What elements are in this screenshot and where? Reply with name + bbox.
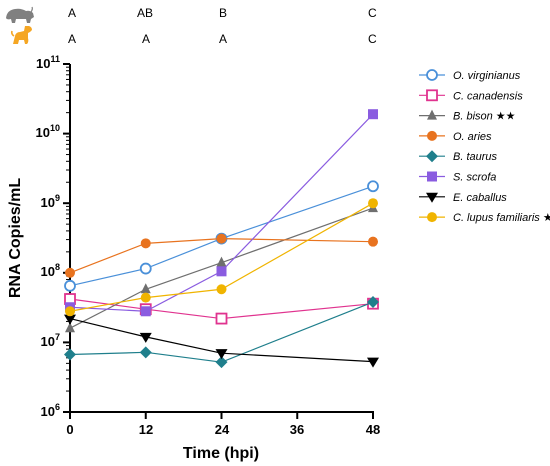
data-point — [367, 357, 379, 368]
dog-icon — [10, 26, 32, 44]
data-point — [215, 349, 228, 360]
significance-row-bison: A AB B C — [6, 6, 377, 23]
data-point — [139, 262, 152, 275]
data-point — [216, 266, 227, 277]
legend: O. virginianus C. canadensis B. bison ★★ O.… — [419, 69, 550, 224]
sig-dog-12h: A — [142, 32, 150, 46]
legend-label: C. canadensis — [453, 90, 523, 102]
y-tick-label-1e7: 107 — [41, 332, 60, 349]
data-point — [64, 348, 76, 361]
sig-dog-24h: A — [219, 32, 227, 46]
legend-label: B. taurus — [453, 151, 498, 163]
x-tick-label-12: 12 — [139, 422, 153, 437]
y-tick-label-1e10: 1010 — [36, 123, 60, 140]
series-line — [69, 202, 374, 312]
x-tick-label-24: 24 — [215, 422, 230, 437]
legend-swatch-marker — [427, 130, 437, 141]
legend-entry: E. caballus — [419, 192, 507, 204]
data-point — [64, 279, 76, 292]
series-line — [69, 113, 374, 312]
series-c-lupus-familiaris — [65, 198, 378, 317]
y-tick-labels: 106 107 108 109 1010 1011 — [36, 54, 60, 419]
legend-label: B. bison ★★ — [453, 111, 516, 123]
data-point — [65, 267, 75, 278]
legend-label: O. virginianus — [453, 70, 521, 82]
bison-icon — [6, 6, 34, 23]
data-point — [367, 296, 379, 309]
x-tick-labels: 0 12 24 36 48 — [66, 422, 380, 437]
data-point — [65, 306, 75, 317]
series-o-aries — [65, 233, 378, 278]
data-point — [64, 314, 76, 325]
data-point — [65, 322, 75, 333]
x-tick-label-0: 0 — [66, 422, 73, 437]
data-point — [140, 238, 151, 249]
legend-entry: O. aries — [419, 130, 492, 143]
legend-entry: C. lupus familiaris ★ — [419, 212, 550, 224]
legend-swatch-marker — [427, 109, 437, 120]
significance-row-dog: A A A C — [10, 26, 377, 46]
legend-significance-mark: ★ — [540, 212, 550, 224]
legend-swatch-marker — [426, 150, 438, 163]
legend-significance-mark: ★★ — [493, 111, 516, 123]
data-point — [140, 292, 151, 303]
series-line — [69, 317, 374, 363]
legend-label: E. caballus — [453, 192, 507, 204]
y-tick-label-1e11: 1011 — [36, 54, 60, 71]
legend-label: C. lupus familiaris ★ — [453, 212, 550, 224]
series-line — [69, 185, 374, 287]
y-tick-label-1e9: 109 — [41, 193, 60, 210]
y-tick-label-1e6: 106 — [41, 402, 60, 419]
data-point — [368, 109, 378, 120]
y-axis-title: RNA Copies/mL — [7, 178, 24, 299]
series-b-taurus — [64, 296, 379, 369]
legend-label: S. scrofa — [453, 172, 496, 184]
legend-entry: B. bison ★★ — [419, 109, 516, 123]
legend-swatch-marker — [427, 212, 437, 223]
x-axis-title: Time (hpi) — [183, 445, 259, 462]
data-point — [368, 198, 378, 209]
legend-entry: B. taurus — [419, 150, 498, 163]
data-point — [216, 233, 227, 244]
data-point — [216, 284, 227, 295]
legend-swatch-marker — [427, 171, 437, 182]
legend-entry: O. virginianus — [419, 69, 521, 82]
x-tick-label-48: 48 — [366, 422, 380, 437]
series-line — [69, 238, 374, 274]
sig-bison-24h: B — [219, 6, 227, 20]
sig-dog-0h: A — [68, 32, 76, 46]
x-tick-label-36: 36 — [290, 422, 304, 437]
data-point — [140, 306, 151, 317]
data-point — [139, 346, 152, 359]
data-point — [367, 180, 379, 193]
sig-bison-12h: AB — [137, 6, 153, 20]
data-point — [215, 312, 228, 325]
series-layer — [64, 109, 379, 369]
series-line — [69, 301, 374, 363]
series-e-caballus — [64, 314, 379, 368]
sig-dog-48h: C — [368, 32, 377, 46]
legend-label: O. aries — [453, 131, 492, 143]
data-point — [216, 256, 227, 267]
sig-bison-48h: C — [368, 6, 377, 20]
legend-swatch-marker — [426, 192, 438, 203]
legend-swatch-marker — [426, 69, 438, 81]
data-point — [368, 236, 378, 247]
data-point — [140, 283, 151, 294]
y-tick-label-1e8: 108 — [41, 262, 60, 279]
legend-swatch-marker — [426, 89, 438, 102]
legend-entry: C. canadensis — [419, 89, 523, 102]
sig-bison-0h: A — [68, 6, 76, 20]
legend-entry: S. scrofa — [419, 171, 496, 184]
data-point — [215, 356, 228, 369]
data-point — [139, 332, 152, 343]
